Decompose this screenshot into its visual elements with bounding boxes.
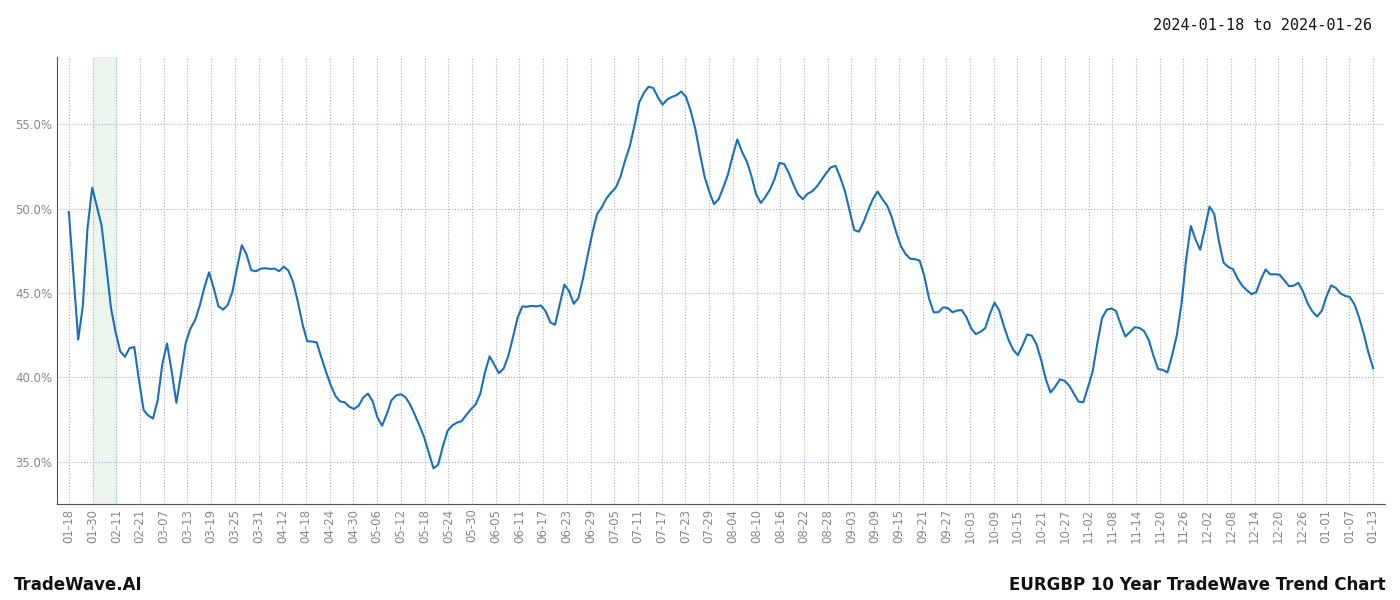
Text: TradeWave.AI: TradeWave.AI xyxy=(14,576,143,594)
Bar xyxy=(92,57,116,504)
Text: EURGBP 10 Year TradeWave Trend Chart: EURGBP 10 Year TradeWave Trend Chart xyxy=(1009,576,1386,594)
Text: 2024-01-18 to 2024-01-26: 2024-01-18 to 2024-01-26 xyxy=(1154,18,1372,33)
